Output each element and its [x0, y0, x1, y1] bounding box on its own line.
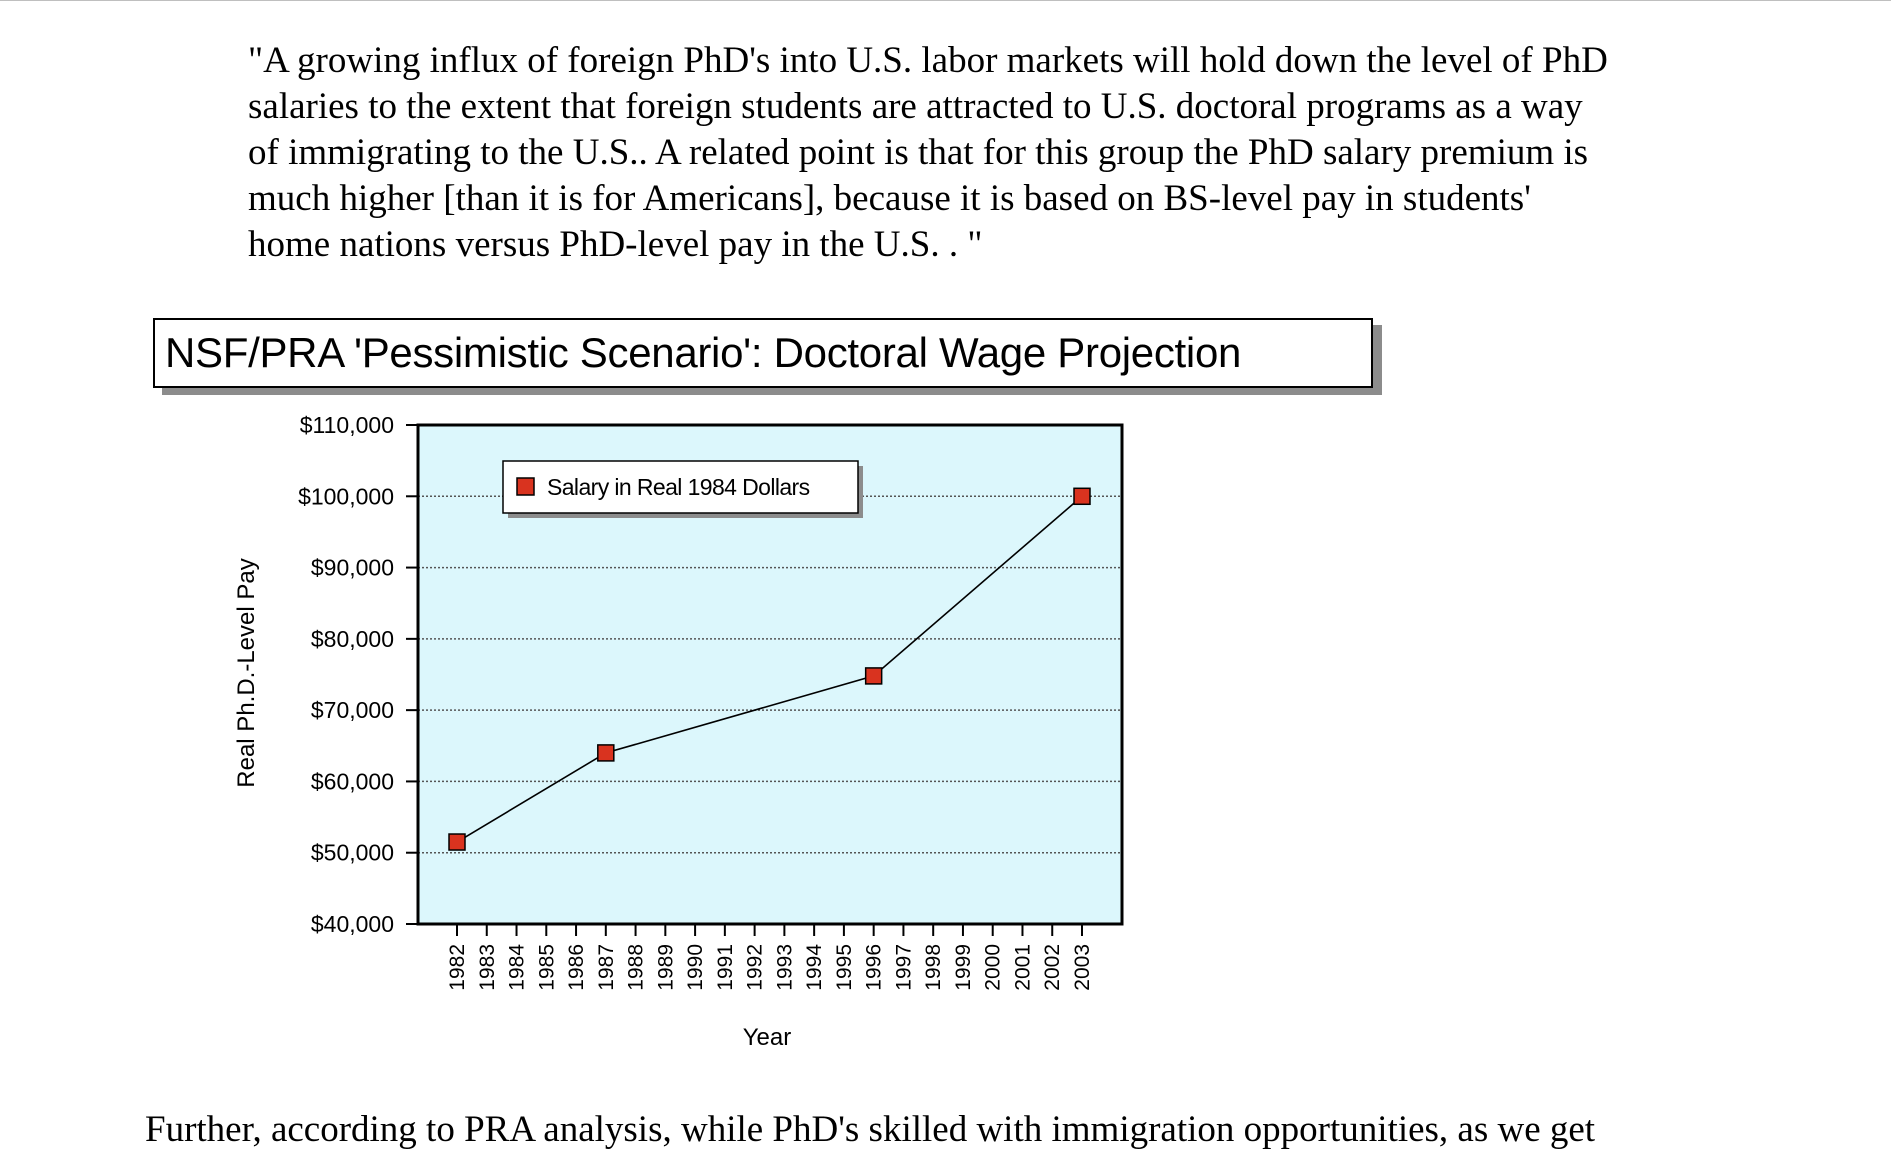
legend-marker [516, 477, 535, 496]
x-tick-label: 1990 [684, 944, 707, 991]
x-tick-label: 1994 [803, 944, 826, 991]
quote-line: much higher [than it is for Americans], … [248, 178, 1531, 219]
continuation-paragraph: Further, according to PRA analysis, whil… [145, 1109, 1596, 1150]
x-tick-label: 1985 [535, 944, 558, 991]
x-tick-label: 2003 [1071, 944, 1094, 991]
y-tick-label: $70,000 [311, 697, 394, 723]
line-chart: $40,000 $50,000 $60,000 $70,000 $80,000 $90,0… [233, 412, 1124, 1051]
y-tick-label: $50,000 [311, 840, 394, 866]
x-tick-label: 1984 [506, 944, 529, 991]
y-tick-label: $60,000 [311, 768, 394, 794]
x-tick-label: 1997 [892, 944, 915, 991]
top-rule [0, 0, 1891, 1]
x-tick-label: 1998 [922, 944, 945, 991]
x-tick-label: 1988 [625, 944, 648, 991]
y-axis-title: Real Ph.D.-Level Pay [233, 558, 260, 787]
legend-label: Salary in Real 1984 Dollars [547, 474, 810, 500]
legend-box [502, 460, 859, 514]
x-tick-label: 1987 [595, 944, 618, 991]
x-tick-label: 2001 [1011, 944, 1034, 991]
x-tick-label: 1983 [476, 944, 499, 991]
y-tick-label: $90,000 [311, 555, 394, 581]
quote-line: home nations versus PhD-level pay in the… [248, 224, 983, 265]
data-point [1073, 487, 1091, 506]
x-tick-label: 1995 [833, 944, 856, 991]
y-tick-label: $80,000 [311, 626, 394, 652]
x-axis-title: Year [743, 1024, 792, 1051]
quote-line: of immigrating to the U.S.. A related po… [248, 132, 1589, 173]
y-tick-label: $110,000 [300, 412, 394, 438]
quote-paragraph: "A growing influx of foreign PhD's into … [248, 38, 1788, 268]
x-tick-label: 1989 [654, 944, 677, 991]
quote-line: "A growing influx of foreign PhD's into … [248, 40, 1608, 81]
y-tick-label: $40,000 [311, 911, 394, 937]
x-tick-label: 2002 [1041, 944, 1064, 991]
quote-line: salaries to the extent that foreign stud… [248, 86, 1583, 127]
x-tick-label: 1999 [952, 944, 975, 991]
x-tick-label: 1996 [863, 944, 886, 991]
plot-frame [416, 423, 1124, 926]
x-tick-label: 1986 [565, 944, 588, 991]
x-tick-label: 1993 [773, 944, 796, 991]
x-tick-label: 1991 [714, 944, 737, 991]
x-tick-label: 2000 [982, 944, 1005, 991]
data-point [597, 744, 615, 762]
y-tick-label: $100,000 [298, 483, 394, 509]
data-point [864, 667, 883, 685]
x-tick-label: 1992 [744, 944, 767, 991]
series-line [456, 495, 1083, 843]
chart-title: NSF/PRA 'Pessimistic Scenario': Doctoral… [153, 318, 1373, 388]
x-tick-label: 1982 [446, 944, 469, 991]
data-point [448, 833, 466, 851]
